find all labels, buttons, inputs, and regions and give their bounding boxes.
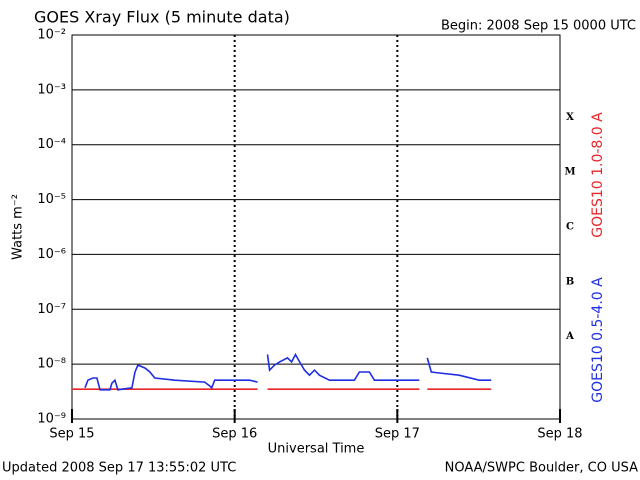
series-line: [84, 352, 492, 391]
y-tick-label: 10⁻³: [37, 82, 66, 97]
x-tick-label: Sep 17: [375, 427, 420, 442]
flare-class: M: [564, 167, 575, 178]
flare-class: B: [566, 276, 574, 287]
updated-note: Updated 2008 Sep 17 13:55:02 UTC: [2, 461, 236, 476]
x-tick-label: Sep 15: [49, 427, 94, 442]
chart-title: GOES Xray Flux (5 minute data): [34, 8, 290, 27]
y-axis-label: Watts m⁻²: [11, 194, 26, 260]
flare-class: C: [566, 222, 574, 233]
chart-subtitle: Begin: 2008 Sep 15 0000 UTC: [441, 19, 636, 34]
legend-label: GOES10 0.5-4.0 A: [590, 277, 606, 403]
flare-class: X: [566, 112, 574, 123]
plot-frame: [71, 34, 561, 420]
legend-label: GOES10 1.0-8.0 A: [590, 112, 606, 238]
credit-note: NOAA/SWPC Boulder, CO USA: [445, 461, 638, 476]
y-tick-label: 10⁻⁶: [37, 247, 66, 262]
x-tick-label: Sep 18: [537, 427, 582, 442]
x-tick-label: Sep 16: [212, 427, 257, 442]
y-tick-label: 10⁻⁸: [37, 357, 66, 372]
y-tick-label: 10⁻⁹: [37, 412, 66, 427]
x-axis-label: Universal Time: [268, 442, 365, 457]
flare-class: A: [565, 331, 574, 342]
y-tick-label: 10⁻⁵: [37, 192, 66, 207]
y-tick-label: 10⁻⁷: [37, 302, 66, 317]
y-tick-label: 10⁻²: [37, 28, 66, 43]
y-tick-label: 10⁻⁴: [37, 137, 66, 152]
